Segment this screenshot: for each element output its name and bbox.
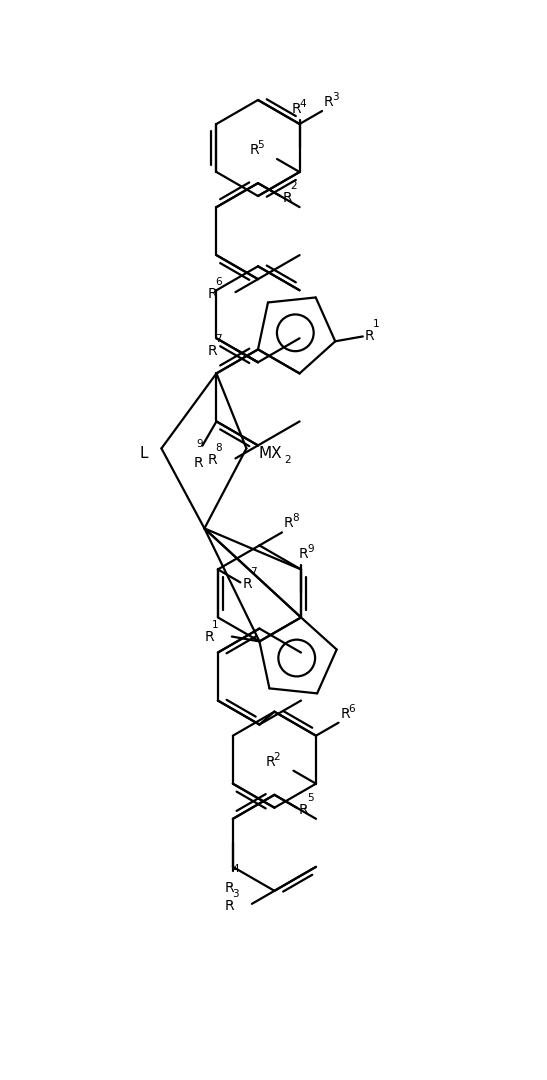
Text: 4: 4	[233, 864, 240, 874]
Text: 7: 7	[251, 567, 257, 578]
Text: 8: 8	[292, 513, 299, 524]
Text: R: R	[194, 456, 203, 470]
Text: R: R	[324, 95, 334, 109]
Text: MX: MX	[258, 446, 282, 461]
Text: 4: 4	[300, 99, 306, 109]
Text: 6: 6	[348, 704, 355, 714]
Text: 5: 5	[257, 140, 264, 150]
Text: R: R	[365, 329, 375, 343]
Text: R: R	[292, 102, 301, 116]
Text: R: R	[208, 287, 218, 301]
Text: 9: 9	[196, 438, 203, 448]
Text: R: R	[208, 345, 218, 359]
Text: R: R	[266, 755, 276, 769]
Text: 1: 1	[212, 620, 218, 630]
Text: R: R	[341, 706, 350, 720]
Text: 1: 1	[373, 320, 380, 329]
Text: R: R	[249, 143, 259, 157]
Text: 2: 2	[284, 456, 291, 465]
Text: R: R	[225, 881, 235, 895]
Text: R: R	[282, 191, 292, 205]
Text: 2: 2	[290, 181, 297, 191]
Text: 7: 7	[216, 335, 222, 345]
Text: R: R	[204, 630, 214, 644]
Text: 3: 3	[232, 889, 238, 899]
Text: R: R	[284, 516, 294, 530]
Text: 5: 5	[307, 793, 313, 802]
Text: L: L	[139, 446, 148, 461]
Text: 3: 3	[332, 92, 339, 102]
Text: 2: 2	[274, 752, 280, 761]
Text: R: R	[208, 454, 218, 468]
Text: R: R	[299, 802, 309, 816]
Text: 8: 8	[216, 444, 222, 454]
Text: 9: 9	[307, 544, 313, 554]
Text: R: R	[224, 899, 234, 913]
Text: R: R	[242, 578, 252, 592]
Text: R: R	[299, 548, 309, 562]
Text: 6: 6	[216, 278, 222, 287]
